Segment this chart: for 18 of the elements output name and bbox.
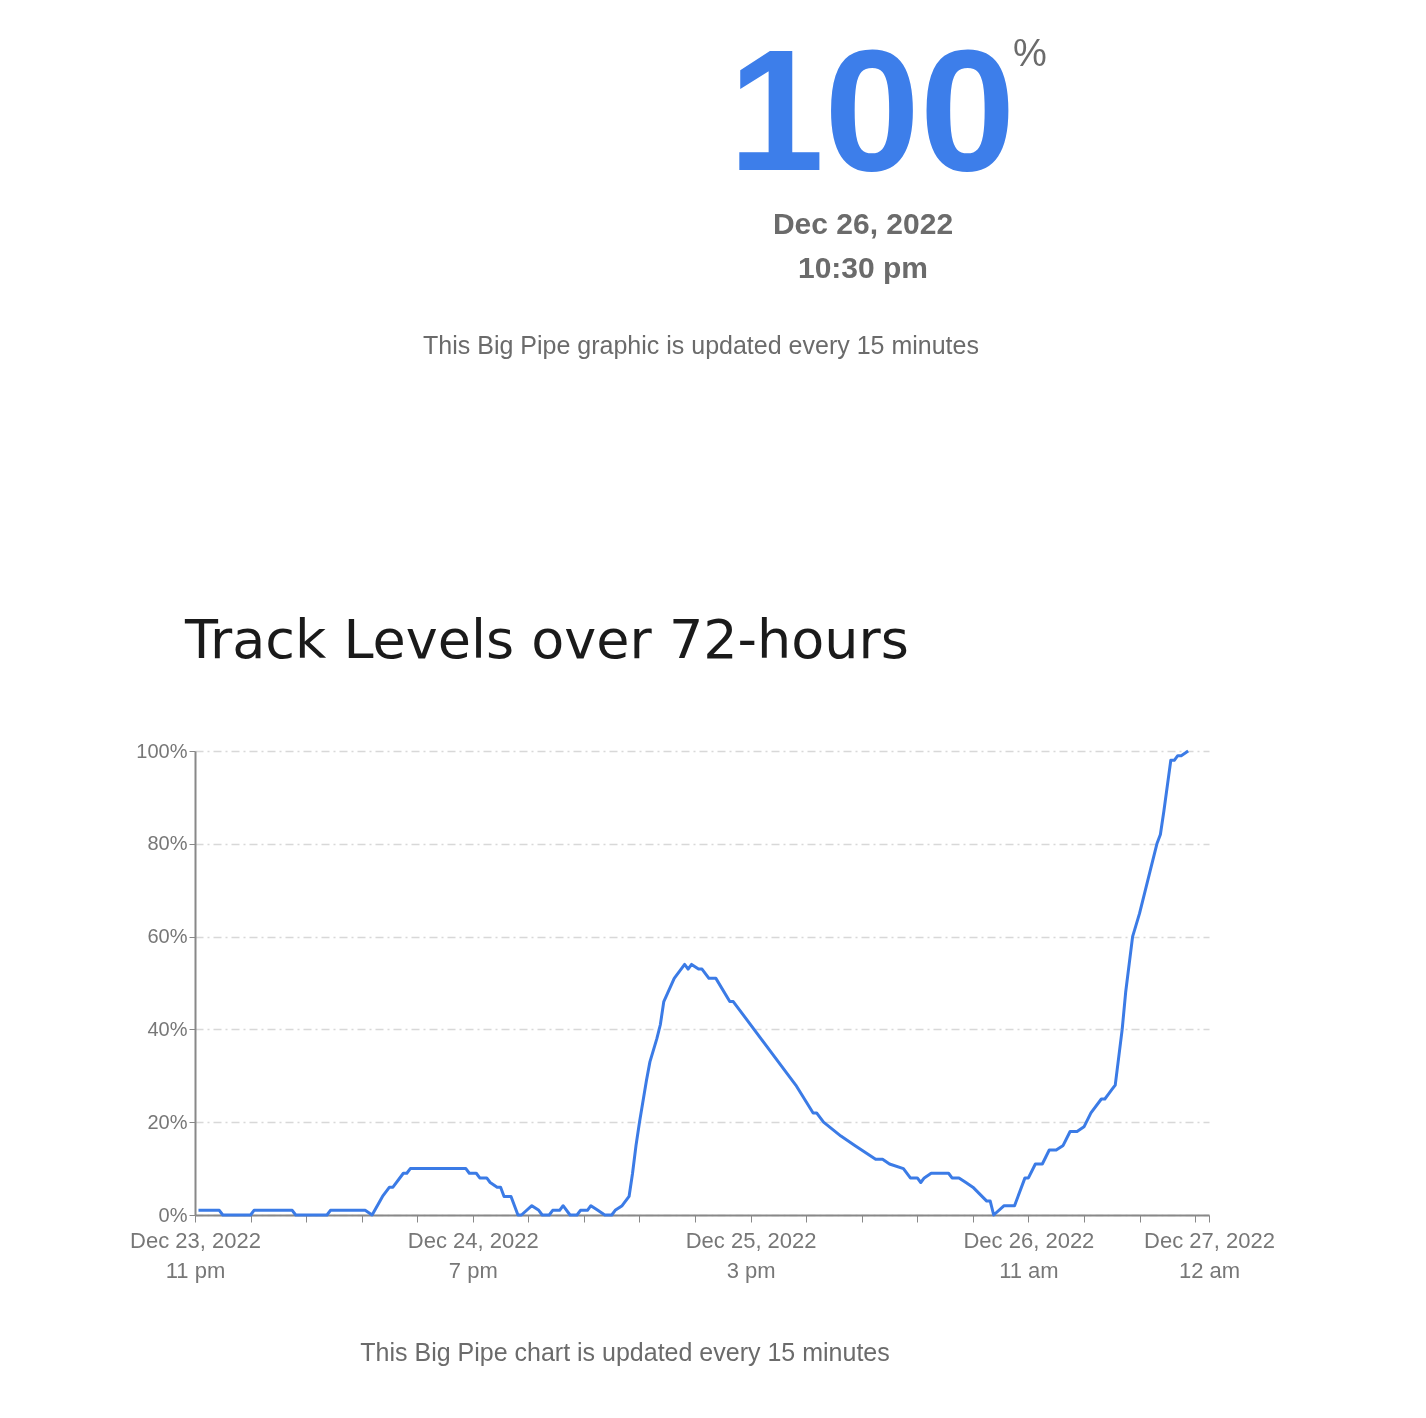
y-tick-label: 80% [147,832,188,855]
x-tick-label: Dec 25, 2022 3 pm [685,1227,817,1283]
y-tick-label: 40% [147,1017,188,1040]
x-tick-label: Dec 24, 2022 7 pm [407,1227,539,1283]
y-tick-label: 60% [147,925,188,948]
x-tick-label: Dec 27, 2022 12 am [1144,1227,1275,1283]
x-tick-label: Dec 26, 2022 11 am [963,1227,1095,1283]
y-tick-label: 0% [158,1203,188,1226]
text: 10:30 pm [797,251,929,284]
chart-title: Track Levels over 72-hours [184,608,909,671]
y-tick-label: 100% [136,739,188,762]
text: This Big Pipe chart is updated every 15 minutes [360,1338,890,1366]
x-tick-label: Dec 23, 2022 11 pm [130,1227,261,1283]
y-tick-label: 20% [147,1110,188,1133]
text: Dec 26, 2022 [772,207,954,240]
text: This Big Pipe graphic is updated every 15 minutes [423,331,979,359]
line-series [196,749,1190,1217]
text: % [1013,32,1047,74]
